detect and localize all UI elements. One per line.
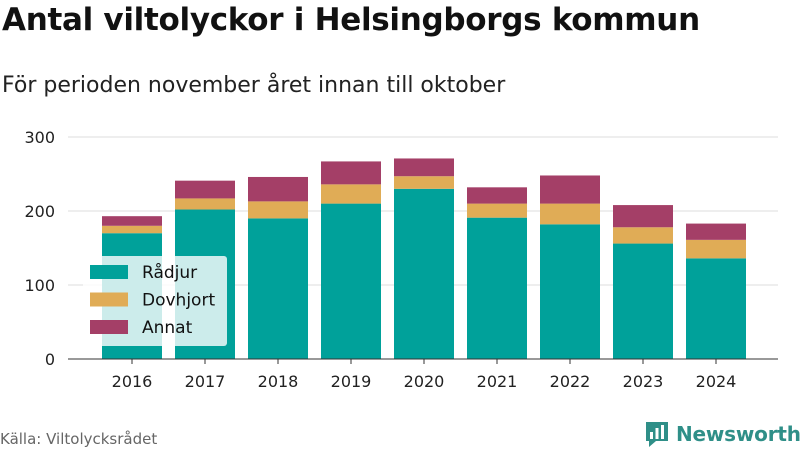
y-tick-label: 0 <box>45 350 55 369</box>
bar-segment-annat <box>394 158 454 177</box>
bar-segment-annat <box>102 216 162 226</box>
bar-segment-annat <box>248 176 308 202</box>
y-tick-label: 200 <box>24 202 55 221</box>
legend-label-dovhjort: Dovhjort <box>142 291 215 311</box>
x-axis-tick-labels: 2016 2017 2018 2019 2020 2021 2022 2023 2024 <box>112 359 737 391</box>
x-tick-label: 2019 <box>331 372 372 391</box>
source-note: Källa: Viltolycksrådet <box>0 430 158 448</box>
bar-segment-dovhjort <box>613 227 673 244</box>
x-tick-label: 2016 <box>112 372 153 391</box>
chart-title: Antal viltolyckor i Helsingborgs kommun <box>2 2 700 38</box>
legend-swatch-rådjur <box>90 265 128 279</box>
bar-segment-dovhjort <box>467 203 527 218</box>
bar-segment-rådjur <box>540 224 600 359</box>
brand-name: Newsworthy <box>676 422 800 446</box>
x-tick-label: 2018 <box>258 372 299 391</box>
bar-chart-logo-icon <box>646 422 668 447</box>
bar-segment-dovhjort <box>686 239 746 259</box>
x-tick-label: 2024 <box>696 372 737 391</box>
legend-label-rådjur: Rådjur <box>142 262 197 283</box>
legend: Rådjur Dovhjort Annat <box>83 256 227 346</box>
x-tick-label: 2017 <box>185 372 226 391</box>
bar-segment-annat <box>613 205 673 228</box>
y-axis-tick-labels: 0 100 200 300 <box>24 128 55 369</box>
bar-segment-dovhjort <box>394 176 454 189</box>
chart-subtitle: För perioden november året innan till ok… <box>2 73 506 98</box>
bar-segment-annat <box>321 161 381 185</box>
y-tick-label: 300 <box>24 128 55 147</box>
x-tick-label: 2022 <box>550 372 591 391</box>
bar-segment-annat <box>467 187 527 204</box>
x-tick-label: 2023 <box>623 372 664 391</box>
bar-segment-annat <box>540 175 600 204</box>
bar-segment-annat <box>175 180 235 199</box>
legend-label-annat: Annat <box>142 318 193 338</box>
bar-segment-dovhjort <box>175 198 235 210</box>
bar-segment-dovhjort <box>540 203 600 225</box>
bar-segment-dovhjort <box>102 225 162 234</box>
bar-segment-rådjur <box>467 217 527 359</box>
y-tick-label: 100 <box>24 276 55 295</box>
bar-segment-rådjur <box>248 218 308 359</box>
bar-segment-dovhjort <box>248 201 308 219</box>
brand-logo[interactable]: Newsworthy <box>644 420 800 448</box>
legend-swatch-annat <box>90 320 128 334</box>
bar-segment-rådjur <box>686 258 746 359</box>
bar-segment-annat <box>686 223 746 240</box>
legend-swatch-dovhjort <box>90 292 128 307</box>
bar-segment-rådjur <box>321 203 381 359</box>
bar-segment-rådjur <box>394 188 454 359</box>
x-tick-label: 2020 <box>404 372 445 391</box>
x-tick-label: 2021 <box>477 372 518 391</box>
bar-segment-rådjur <box>613 243 673 359</box>
bar-segment-dovhjort <box>321 184 381 204</box>
